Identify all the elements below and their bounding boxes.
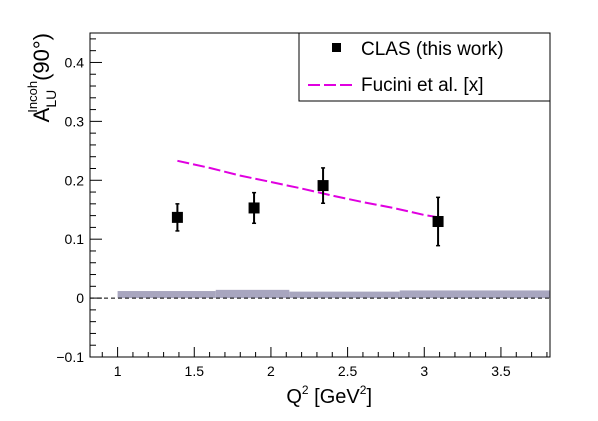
band-segment-1 [117, 291, 216, 299]
band-segment-4 [399, 290, 550, 299]
x-axis-title-unit-open: [GeV [309, 386, 361, 408]
systematic-band-layer [117, 289, 550, 299]
y-tick-label-3: 0.1 [65, 231, 85, 247]
legend: CLAS (this work) Fucini et al. [x] [298, 32, 551, 102]
data-point-1 [171, 211, 183, 223]
model-line-layer [177, 159, 443, 219]
y-axis-title-arg: (90°) [29, 33, 54, 81]
band-segment-2 [215, 289, 290, 299]
x-tick-label-2: 1.5 [185, 363, 205, 379]
band-segment-3 [289, 291, 400, 299]
x-tick-label-6: 3.5 [491, 363, 511, 379]
legend-label-fucini: Fucini et al. [x] [361, 75, 484, 96]
data-point-3 [317, 180, 329, 192]
y-axis-title-sub: LU [43, 90, 59, 108]
legend-label-clas: CLAS (this work) [361, 39, 504, 60]
y-axis-title-sup: Incoh [25, 81, 40, 113]
y-tick-label-4: 0.2 [65, 172, 85, 188]
data-point-2 [248, 202, 260, 214]
data-points-layer [171, 167, 444, 247]
y-axis-title: ALUIncoh(90°) [25, 33, 59, 122]
y-tick-label-5: 0.3 [65, 113, 85, 129]
y-tick-label-1: −0.1 [56, 349, 84, 365]
x-tick-label-3: 2 [267, 363, 275, 379]
x-tick-label-4: 2.5 [338, 363, 358, 379]
x-axis-title: Q2 [GeV2] [286, 383, 372, 408]
x-axis-title-sup: 2 [302, 383, 309, 397]
fucini-curve [177, 159, 443, 219]
x-axis-title-unit-close: ] [366, 386, 372, 408]
data-point-4 [432, 216, 444, 228]
y-axis-title-base: A [29, 107, 54, 122]
x-tick-label-5: 3 [420, 363, 428, 379]
x-axis-title-unit-sup: 2 [360, 383, 367, 397]
y-tick-label-6: 0.4 [65, 54, 85, 70]
legend-marker-clas [332, 43, 341, 52]
x-axis-title-base: Q [286, 386, 302, 408]
x-tick-label-1: 1 [114, 363, 122, 379]
axis-ticks-layer: 1 1.5 2 2.5 3 3.5 −0.1 0 0.1 0.2 0.3 0.4 [56, 38, 548, 379]
y-tick-label-2: 0 [76, 290, 84, 306]
